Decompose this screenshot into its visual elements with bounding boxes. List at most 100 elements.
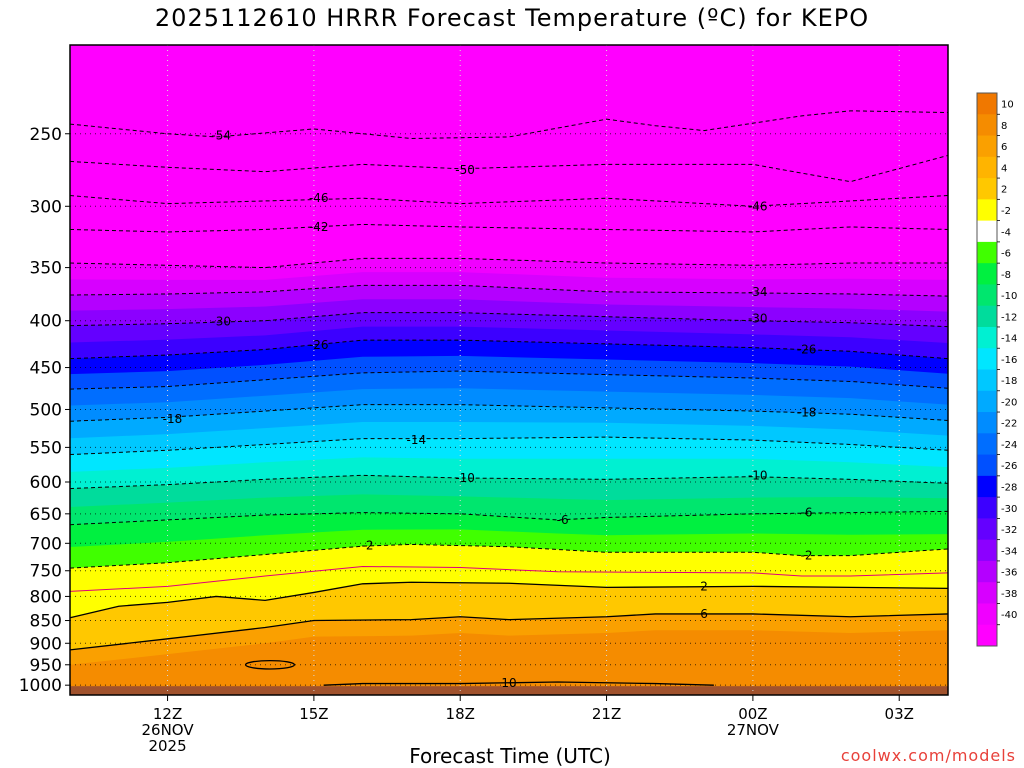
colorbar-label: -22 [1001,419,1017,430]
colorbar-label: 2 [1001,185,1007,196]
colorbar-label: -6 [1001,249,1011,260]
isotherm-label: -34 [748,285,768,299]
y-tick-label: 800 [30,587,62,607]
colorbar-swatch [977,326,997,349]
colorbar-swatch [977,348,997,370]
x-tick-sublabel: 26NOV [141,721,194,739]
colorbar-swatch [977,135,997,158]
colorbar-label: -38 [1001,589,1017,600]
isotherm-label: 6 [700,607,708,621]
isotherm-line [323,681,714,686]
colorbar-swatch [977,93,997,115]
colorbar-label: 8 [1001,121,1007,132]
plot-frame [69,44,949,696]
x-tick-sublabel: 27NOV [727,721,780,739]
isotherm-label: -6 [801,506,813,520]
isotherm-label: -26 [797,342,817,356]
colorbar-swatch [977,390,997,413]
y-tick-label: 750 [30,562,62,582]
colorbar-swatch [977,305,997,328]
colorbar-label: -4 [1001,227,1011,238]
chart-title: 2025112610 HRRR Forecast Temperature (ºC… [154,4,870,32]
isotherm-label: -14 [407,433,427,447]
y-tick-label: 700 [30,534,62,554]
isotherm-label: -26 [309,338,329,352]
colorbar-label: -18 [1001,376,1017,387]
isotherm-label: 2 [700,579,708,593]
ground-surface [70,686,948,695]
colorbar-swatch [977,241,997,264]
y-tick-label: 650 [30,505,62,525]
colorbar-swatch [977,156,997,179]
colorbar-label: -28 [1001,482,1017,493]
isotherm-line [69,110,949,140]
colorbar-swatch [977,475,997,498]
isotherm-label: -18 [163,412,183,426]
x-tick-sublabel: 2025 [148,737,186,755]
colorbar-swatch [977,433,997,456]
isotherm-label: -30 [211,315,231,329]
isotherm-label: -42 [309,220,329,234]
isotherm-line [69,154,949,183]
colorbar-swatch [977,560,997,583]
isotherm-label: -10 [455,471,475,485]
colorbar-swatch [977,263,997,285]
colorbar-swatch [977,539,997,562]
isotherm-label: -50 [455,163,475,177]
colorbar-label: -30 [1001,504,1017,515]
y-tick-label: 1000 [19,676,62,696]
colorbar-label: 6 [1001,142,1007,153]
x-tick-label: 15Z [299,705,328,723]
y-tick-label: 500 [30,400,62,420]
y-tick-label: 300 [30,197,62,217]
y-tick-label: 400 [30,312,62,332]
colorbar-swatch [977,582,997,604]
isotherm-line [69,581,949,619]
isotherm-label: 10 [501,676,516,690]
isotherm-label: -2 [801,549,813,563]
y-tick-label: 450 [30,359,62,379]
x-tick-label: 12Z [153,705,182,723]
colorbar-label: -26 [1001,461,1017,472]
isotherm-label: -54 [211,128,231,142]
isotherm-label: -2 [362,539,374,553]
colorbar-swatch [977,199,997,222]
credit-link[interactable]: coolwx.com/models [840,746,1016,765]
colorbar-swatch [977,603,997,626]
y-tick-label: 900 [30,634,62,654]
colorbar-label: 4 [1001,163,1007,174]
isotherm-label: -10 [748,468,768,482]
colorbar-swatch [977,454,997,477]
colorbar-swatch [977,624,997,647]
colorbar-label: -36 [1001,568,1017,579]
temperature-band [70,630,948,695]
y-tick-label: 350 [30,259,62,279]
isotherm-line [69,565,949,592]
isotherm-line [69,543,949,569]
isotherm-label: -46 [309,191,329,205]
colorbar-label: -10 [1001,291,1017,302]
isotherm-label: -46 [748,199,768,213]
x-tick-label: 03Z [885,705,914,723]
colorbar-swatch [977,114,997,137]
colorbar-label: -8 [1001,270,1011,281]
isotherm-label: -6 [557,513,569,527]
y-tick-label: 250 [30,125,62,145]
colorbar-swatch [977,412,997,434]
x-tick-label: 21Z [592,705,621,723]
isotherm-label: -18 [797,406,817,420]
y-tick-label: 850 [30,612,62,632]
isotherm-pocket [244,659,296,670]
colorbar-swatch [977,518,997,541]
y-tick-label: 600 [30,473,62,493]
colorbar-label: -14 [1001,334,1017,345]
colorbar-label: -2 [1001,206,1011,217]
colorbar-swatch [977,369,997,392]
y-tick-label: 550 [30,438,62,458]
y-tick-label: 950 [30,656,62,676]
colorbar-label: -34 [1001,546,1017,557]
colorbar-label: -32 [1001,525,1017,536]
colorbar-swatch [977,178,997,200]
isotherm-line [69,613,949,651]
isotherm-label: -30 [748,312,768,326]
